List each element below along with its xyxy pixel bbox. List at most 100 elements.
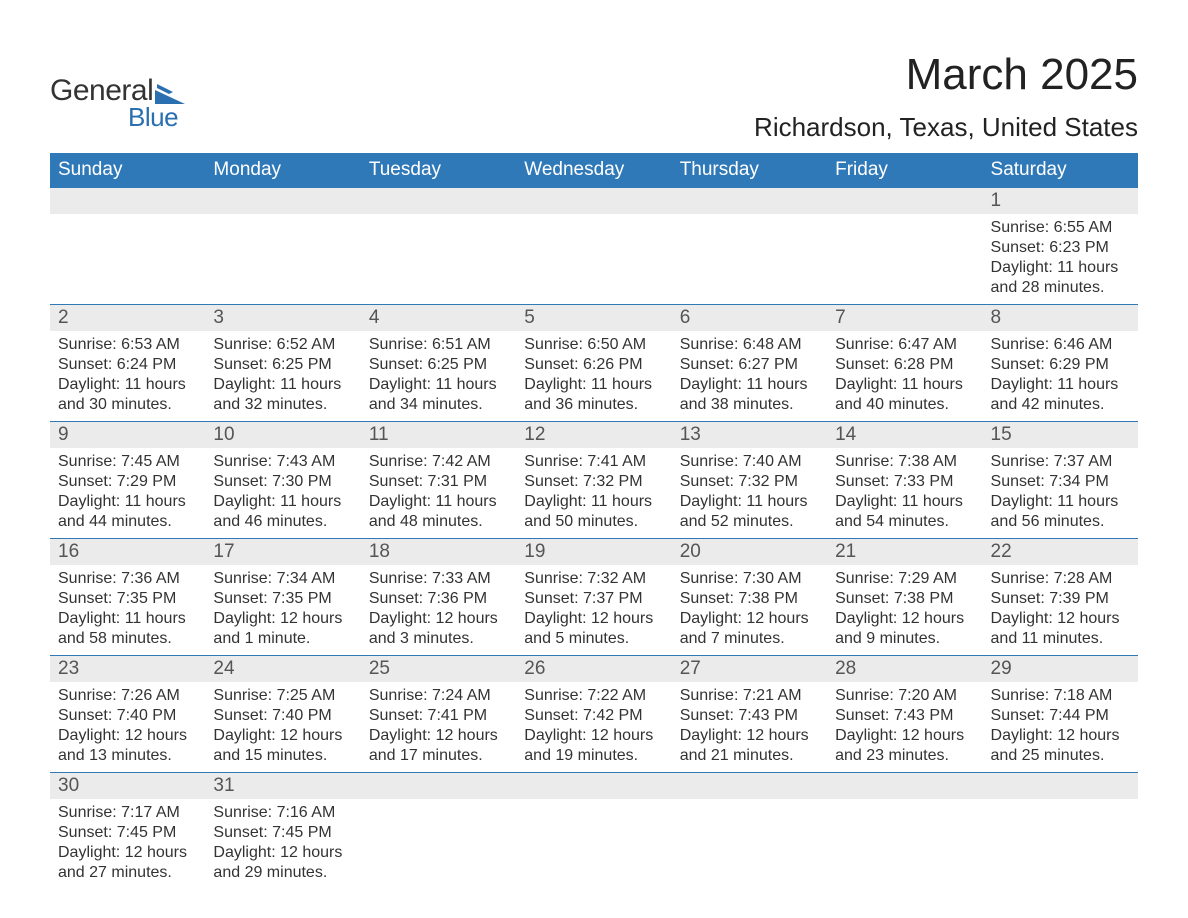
calendar-day-cell	[50, 214, 205, 305]
calendar-table: Sunday Monday Tuesday Wednesday Thursday…	[50, 153, 1138, 889]
calendar-day-number: 31	[205, 773, 360, 800]
sunset-text: Sunset: 6:28 PM	[835, 355, 974, 375]
daylight-text-2: and 56 minutes.	[991, 512, 1130, 532]
daylight-text-2: and 27 minutes.	[58, 863, 197, 883]
calendar-day-cell: Sunrise: 6:48 AMSunset: 6:27 PMDaylight:…	[672, 331, 827, 422]
calendar-week-num-row: 2345678	[50, 305, 1138, 332]
day-header: Sunday	[50, 153, 205, 188]
calendar-day-number: 4	[361, 305, 516, 332]
daylight-text-2: and 7 minutes.	[680, 629, 819, 649]
daylight-text-2: and 25 minutes.	[991, 746, 1130, 766]
calendar-day-cell: Sunrise: 7:42 AMSunset: 7:31 PMDaylight:…	[361, 448, 516, 539]
calendar-day-cell: Sunrise: 7:30 AMSunset: 7:38 PMDaylight:…	[672, 565, 827, 656]
day-header: Saturday	[983, 153, 1138, 188]
day-header: Thursday	[672, 153, 827, 188]
calendar-day-cell: Sunrise: 7:24 AMSunset: 7:41 PMDaylight:…	[361, 682, 516, 773]
daylight-text-2: and 11 minutes.	[991, 629, 1130, 649]
calendar-day-cell: Sunrise: 6:52 AMSunset: 6:25 PMDaylight:…	[205, 331, 360, 422]
calendar-day-cell: Sunrise: 6:47 AMSunset: 6:28 PMDaylight:…	[827, 331, 982, 422]
daylight-text-2: and 40 minutes.	[835, 395, 974, 415]
calendar-day-cell	[827, 214, 982, 305]
calendar-day-number: 3	[205, 305, 360, 332]
daylight-text-1: Daylight: 11 hours	[369, 492, 508, 512]
calendar-day-number: 23	[50, 656, 205, 683]
daylight-text-1: Daylight: 11 hours	[213, 375, 352, 395]
daylight-text-1: Daylight: 12 hours	[369, 609, 508, 629]
daylight-text-1: Daylight: 11 hours	[680, 492, 819, 512]
page-header: General Blue March 2025 Richardson, Texa…	[50, 50, 1138, 143]
sunrise-text: Sunrise: 6:52 AM	[213, 335, 352, 355]
daylight-text-1: Daylight: 11 hours	[524, 375, 663, 395]
sunset-text: Sunset: 6:26 PM	[524, 355, 663, 375]
sunrise-text: Sunrise: 7:45 AM	[58, 452, 197, 472]
calendar-day-cell: Sunrise: 7:20 AMSunset: 7:43 PMDaylight:…	[827, 682, 982, 773]
calendar-day-number: 17	[205, 539, 360, 566]
calendar-day-cell: Sunrise: 7:28 AMSunset: 7:39 PMDaylight:…	[983, 565, 1138, 656]
title-block: March 2025 Richardson, Texas, United Sta…	[754, 50, 1138, 143]
sunset-text: Sunset: 7:34 PM	[991, 472, 1130, 492]
calendar-day-number	[827, 188, 982, 215]
daylight-text-1: Daylight: 12 hours	[213, 609, 352, 629]
calendar-day-cell: Sunrise: 7:16 AMSunset: 7:45 PMDaylight:…	[205, 799, 360, 889]
calendar-day-cell: Sunrise: 7:33 AMSunset: 7:36 PMDaylight:…	[361, 565, 516, 656]
daylight-text-1: Daylight: 12 hours	[835, 726, 974, 746]
calendar-day-cell: Sunrise: 6:53 AMSunset: 6:24 PMDaylight:…	[50, 331, 205, 422]
calendar-day-cell: Sunrise: 6:51 AMSunset: 6:25 PMDaylight:…	[361, 331, 516, 422]
daylight-text-1: Daylight: 12 hours	[680, 609, 819, 629]
calendar-day-number: 28	[827, 656, 982, 683]
sunset-text: Sunset: 7:37 PM	[524, 589, 663, 609]
sunrise-text: Sunrise: 7:37 AM	[991, 452, 1130, 472]
calendar-day-number: 20	[672, 539, 827, 566]
daylight-text-1: Daylight: 11 hours	[58, 609, 197, 629]
calendar-day-cell	[983, 799, 1138, 889]
sunrise-text: Sunrise: 6:48 AM	[680, 335, 819, 355]
calendar-day-number	[361, 188, 516, 215]
calendar-day-cell	[516, 214, 671, 305]
daylight-text-2: and 23 minutes.	[835, 746, 974, 766]
day-header: Friday	[827, 153, 982, 188]
calendar-day-number: 9	[50, 422, 205, 449]
daylight-text-2: and 1 minute.	[213, 629, 352, 649]
logo-text-blue: Blue	[128, 102, 178, 133]
sunrise-text: Sunrise: 7:18 AM	[991, 686, 1130, 706]
calendar-day-number	[361, 773, 516, 800]
sunrise-text: Sunrise: 6:47 AM	[835, 335, 974, 355]
calendar-day-cell: Sunrise: 7:17 AMSunset: 7:45 PMDaylight:…	[50, 799, 205, 889]
calendar-day-cell: Sunrise: 7:25 AMSunset: 7:40 PMDaylight:…	[205, 682, 360, 773]
calendar-day-number	[672, 188, 827, 215]
calendar-day-cell: Sunrise: 7:40 AMSunset: 7:32 PMDaylight:…	[672, 448, 827, 539]
calendar-day-number: 25	[361, 656, 516, 683]
daylight-text-2: and 15 minutes.	[213, 746, 352, 766]
sunset-text: Sunset: 6:24 PM	[58, 355, 197, 375]
daylight-text-2: and 42 minutes.	[991, 395, 1130, 415]
daylight-text-2: and 50 minutes.	[524, 512, 663, 532]
daylight-text-1: Daylight: 12 hours	[835, 609, 974, 629]
sunset-text: Sunset: 7:40 PM	[58, 706, 197, 726]
sunrise-text: Sunrise: 7:28 AM	[991, 569, 1130, 589]
sunset-text: Sunset: 7:32 PM	[524, 472, 663, 492]
calendar-day-number: 27	[672, 656, 827, 683]
calendar-week-content-row: Sunrise: 7:36 AMSunset: 7:35 PMDaylight:…	[50, 565, 1138, 656]
daylight-text-1: Daylight: 12 hours	[991, 609, 1130, 629]
sunrise-text: Sunrise: 6:51 AM	[369, 335, 508, 355]
daylight-text-1: Daylight: 12 hours	[680, 726, 819, 746]
sunset-text: Sunset: 7:44 PM	[991, 706, 1130, 726]
sunset-text: Sunset: 7:43 PM	[680, 706, 819, 726]
sunrise-text: Sunrise: 7:25 AM	[213, 686, 352, 706]
daylight-text-1: Daylight: 11 hours	[991, 258, 1130, 278]
calendar-week-num-row: 23242526272829	[50, 656, 1138, 683]
sunrise-text: Sunrise: 7:38 AM	[835, 452, 974, 472]
sunset-text: Sunset: 7:31 PM	[369, 472, 508, 492]
daylight-text-2: and 17 minutes.	[369, 746, 508, 766]
calendar-day-number	[983, 773, 1138, 800]
calendar-day-number: 11	[361, 422, 516, 449]
calendar-day-cell: Sunrise: 7:37 AMSunset: 7:34 PMDaylight:…	[983, 448, 1138, 539]
daylight-text-2: and 19 minutes.	[524, 746, 663, 766]
calendar-day-number: 19	[516, 539, 671, 566]
calendar-day-number	[516, 773, 671, 800]
daylight-text-2: and 38 minutes.	[680, 395, 819, 415]
calendar-day-cell	[361, 799, 516, 889]
sunset-text: Sunset: 7:45 PM	[213, 823, 352, 843]
daylight-text-2: and 52 minutes.	[680, 512, 819, 532]
calendar-week-num-row: 9101112131415	[50, 422, 1138, 449]
